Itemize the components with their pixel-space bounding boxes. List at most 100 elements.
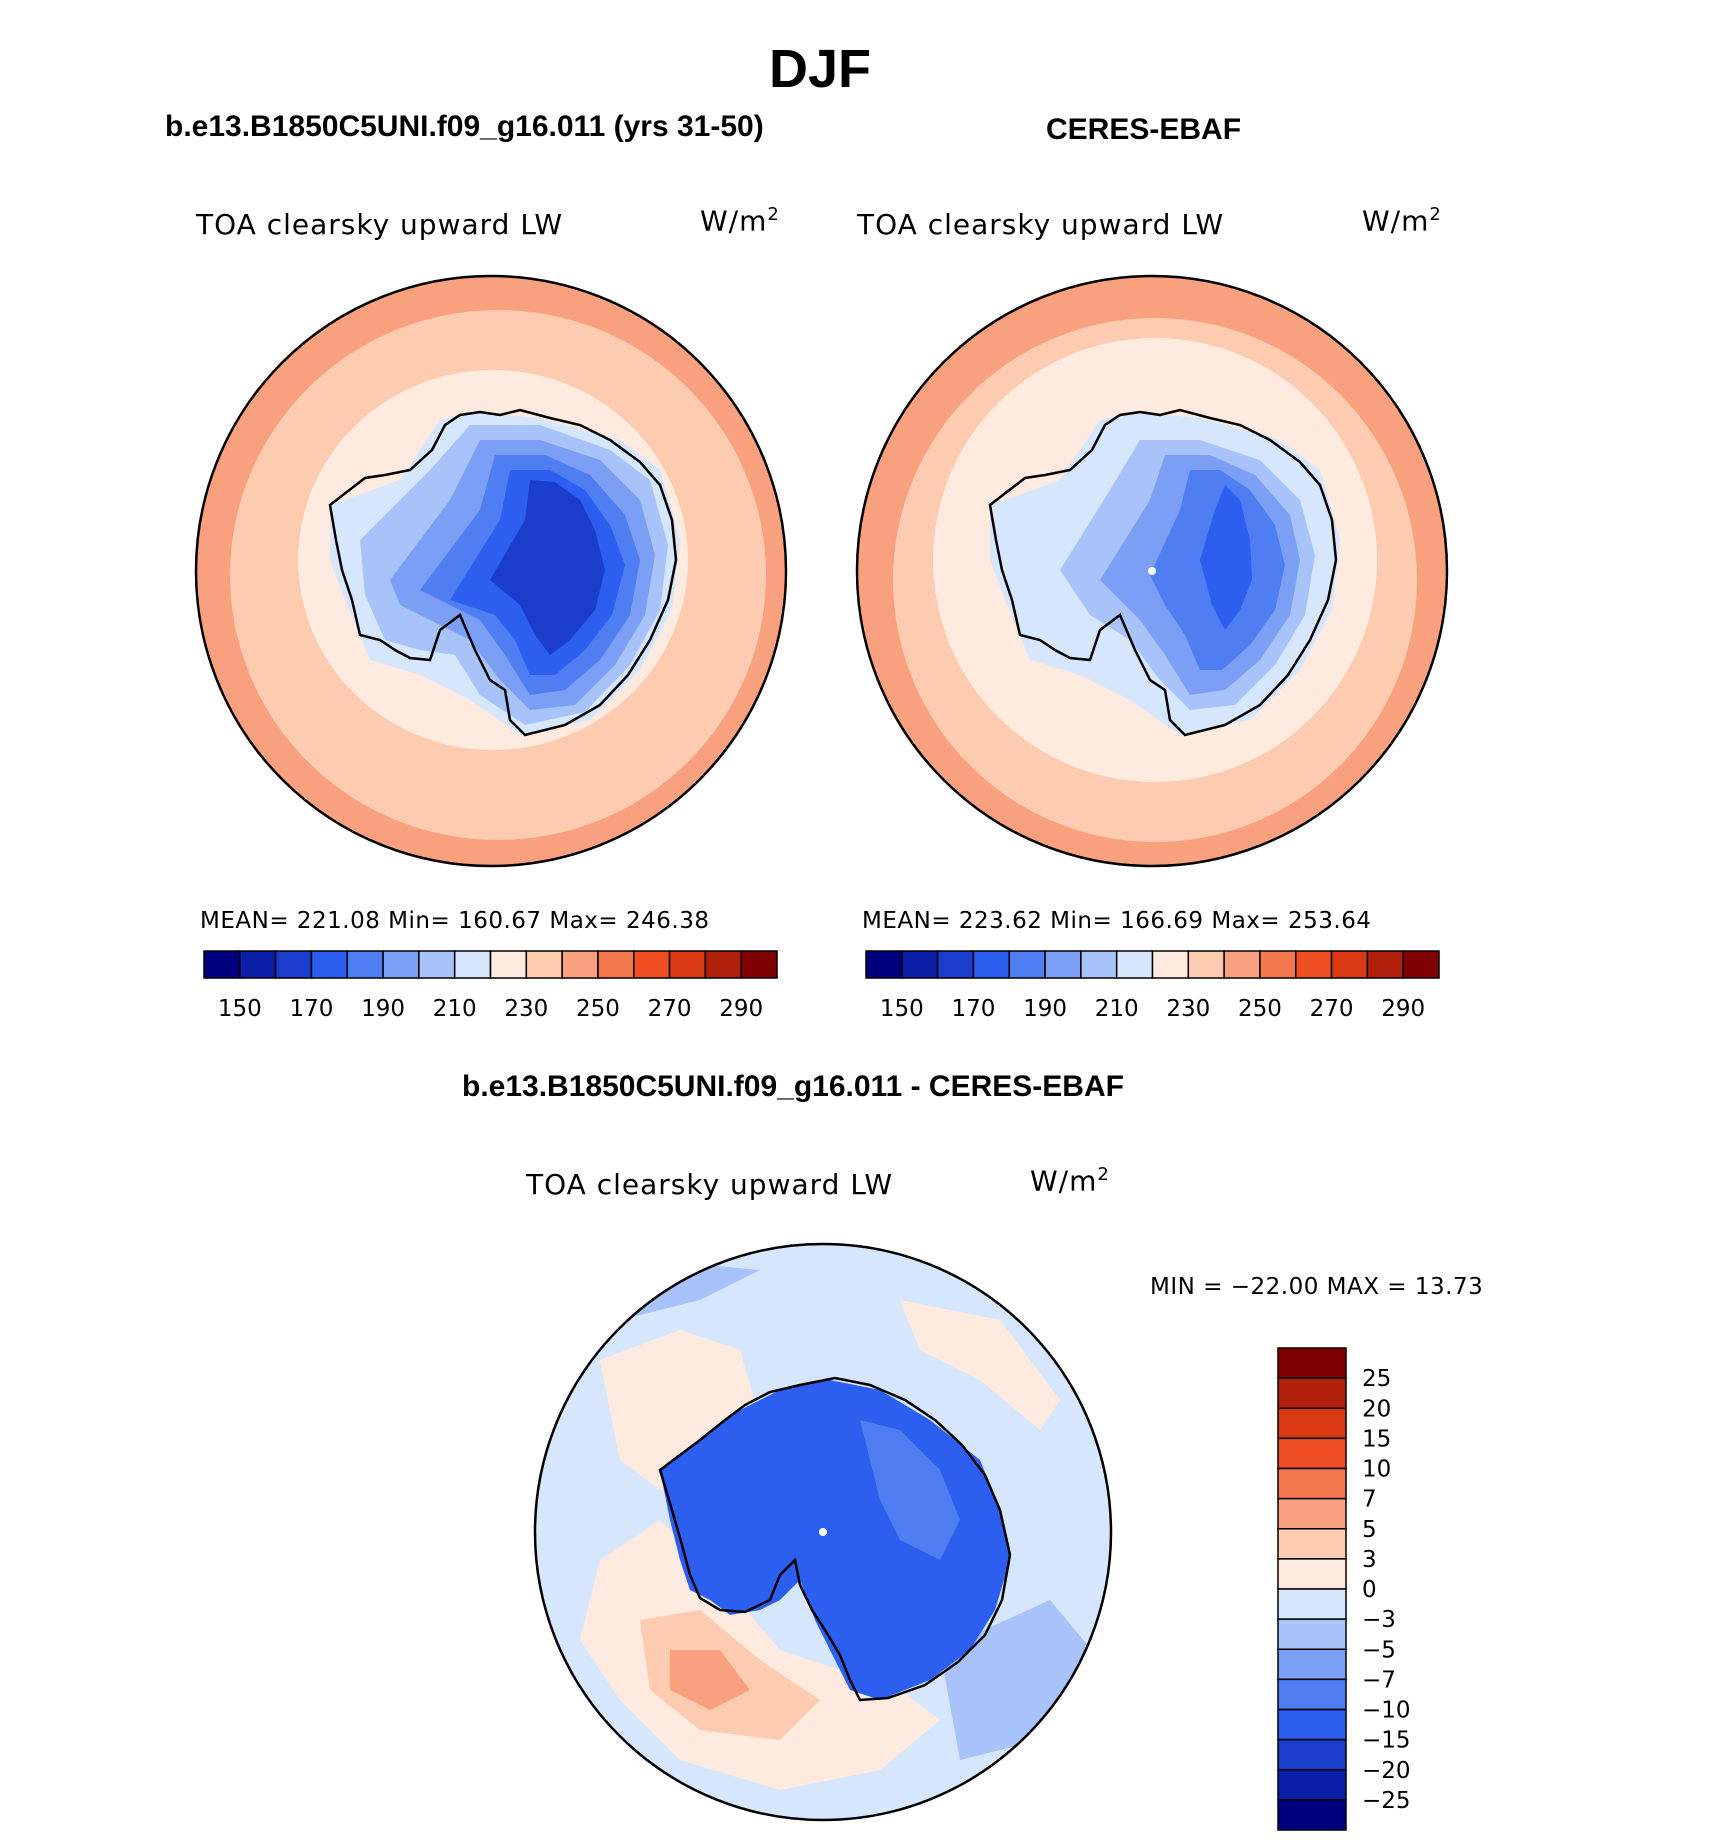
- cbar2-swatch: [936, 950, 975, 979]
- map2-coastline: [988, 408, 1338, 737]
- map2-pole-marker: [1148, 567, 1156, 575]
- cbar3-swatch: [1277, 1678, 1347, 1711]
- cbar3-tick-label: 15: [1362, 1426, 1391, 1452]
- cbar2-swatch: [1187, 950, 1225, 979]
- cbar3-swatch: [1277, 1799, 1347, 1831]
- cbar2-tick-label: 210: [1095, 996, 1139, 1022]
- cbar2-swatch: [1330, 950, 1369, 979]
- cbar3-swatch: [1277, 1528, 1347, 1560]
- cbar2-swatch: [1295, 950, 1333, 979]
- cbar3-swatch: [1277, 1407, 1347, 1440]
- cbar2-swatch: [1366, 950, 1404, 979]
- panel-1-variable: TOA clearsky upward LW: [196, 208, 564, 241]
- cbar2-tick-label: 250: [1238, 996, 1282, 1022]
- cbar3-tick-label: 3: [1362, 1547, 1377, 1573]
- cbar1-swatch: [346, 950, 384, 979]
- cbar3-tick-label: 25: [1362, 1366, 1391, 1392]
- diff-coastline: [658, 1376, 1012, 1702]
- map1-antarctica-c160: [490, 480, 605, 655]
- cbar2-tick-label: 190: [1023, 996, 1067, 1022]
- cbar1-swatch: [453, 950, 492, 979]
- cbar3-tick-label: 7: [1362, 1487, 1377, 1513]
- cbar1-swatch: [274, 950, 313, 979]
- cbar3-tick-label: −25: [1362, 1788, 1411, 1814]
- diff-warm3-spot: [670, 1650, 750, 1710]
- panel-2-variable: TOA clearsky upward LW: [857, 208, 1225, 241]
- cbar1-swatch: [382, 950, 420, 979]
- diff-minmax: MIN = −22.00 MAX = 13.73: [1150, 1274, 1484, 1300]
- panel-2-stats: MEAN= 223.62 Min= 166.69 Max= 253.64: [862, 908, 1372, 934]
- cbar1-swatch: [203, 950, 241, 979]
- cbar3-tick-label: 20: [1362, 1396, 1391, 1422]
- colorbar-panel-1: 150 170 190 210 230 250 270 290: [203, 950, 778, 1022]
- cbar1-swatch: [418, 950, 456, 979]
- cbar2-swatch: [1402, 950, 1440, 979]
- cbar2-swatch: [901, 950, 939, 979]
- cbar3-tick-label: −10: [1362, 1698, 1411, 1724]
- cbar1-tick-label: 290: [719, 996, 763, 1022]
- cbar1-swatch: [740, 950, 778, 979]
- map-panel-1: [196, 276, 786, 866]
- cbar3-swatch: [1277, 1708, 1347, 1741]
- cbar3-tick-label: 10: [1362, 1457, 1391, 1483]
- cbar1-swatch: [668, 950, 707, 979]
- cbar3-tick-label: 5: [1362, 1517, 1377, 1543]
- cbar2-swatch: [1008, 950, 1046, 979]
- diff-antarctica-lighter: [860, 1420, 960, 1560]
- cbar2-swatch: [1151, 950, 1190, 979]
- diff-boundary: [533, 1242, 1113, 1822]
- map-panel-2: [857, 276, 1447, 866]
- cbar1-tick-label: 230: [504, 996, 548, 1022]
- diff-warm-region-south: [580, 1520, 940, 1790]
- diff-variable: TOA clearsky upward LW: [526, 1168, 894, 1201]
- diff-pole-marker: [819, 1528, 827, 1536]
- cbar3-swatch: [1277, 1347, 1347, 1379]
- cbar3-swatch: [1277, 1588, 1347, 1620]
- cbar3-tick-label: 0: [1362, 1577, 1377, 1603]
- cbar3-swatch: [1277, 1437, 1347, 1470]
- cbar3-tick-label: −5: [1362, 1637, 1396, 1663]
- cbar1-tick-label: 270: [648, 996, 692, 1022]
- cbar3-tick-label: −20: [1362, 1758, 1411, 1784]
- cbar2-tick-label: 290: [1381, 996, 1425, 1022]
- map2-antarctica-c170: [1200, 485, 1252, 630]
- cbar1-swatch: [239, 950, 277, 979]
- cbar1-swatch: [704, 950, 742, 979]
- map2-boundary: [855, 274, 1449, 868]
- cbar3-tick-label: −15: [1362, 1728, 1411, 1754]
- diff-title: b.e13.B1850C5UNI.f09_g16.011 - CERES-EBA…: [462, 1070, 1124, 1103]
- map1-coastline: [328, 408, 678, 737]
- cbar1-swatch: [525, 950, 563, 979]
- cbar3-swatch: [1277, 1467, 1347, 1500]
- cbar2-swatch: [972, 950, 1010, 979]
- cbar1-swatch: [633, 950, 671, 979]
- cbar3-swatch: [1277, 1769, 1347, 1801]
- cbar2-swatch: [1044, 950, 1082, 979]
- map1-boundary: [194, 274, 788, 868]
- cbar3-swatch: [1277, 1738, 1347, 1771]
- cbar2-tick-label: 170: [951, 996, 995, 1022]
- cbar2-swatch: [1080, 950, 1118, 979]
- cbar3-swatch: [1277, 1558, 1347, 1590]
- panel-2-title: CERES-EBAF: [1046, 113, 1242, 146]
- cbar3-swatch: [1277, 1648, 1347, 1681]
- diff-units: W/m2: [1030, 1164, 1110, 1198]
- cbar2-swatch: [865, 950, 903, 979]
- cbar1-tick-label: 210: [433, 996, 477, 1022]
- cbar2-swatch: [1115, 950, 1154, 979]
- panel-1-stats: MEAN= 221.08 Min= 160.67 Max= 246.38: [200, 908, 710, 934]
- cbar1-tick-label: 250: [576, 996, 620, 1022]
- cbar1-tick-label: 190: [361, 996, 405, 1022]
- cbar2-tick-label: 270: [1310, 996, 1354, 1022]
- cbar1-tick-label: 150: [218, 996, 262, 1022]
- cbar2-swatch: [1223, 950, 1261, 979]
- cbar1-swatch: [310, 950, 348, 979]
- figure-title: DJF: [768, 39, 871, 99]
- cbar2-swatch: [1259, 950, 1297, 979]
- panel-1-units: W/m2: [700, 204, 780, 238]
- cbar1-swatch: [597, 950, 635, 979]
- cbar2-tick-label: 230: [1166, 996, 1210, 1022]
- diff-warm-region-east: [900, 1300, 1060, 1430]
- cbar1-swatch: [561, 950, 599, 979]
